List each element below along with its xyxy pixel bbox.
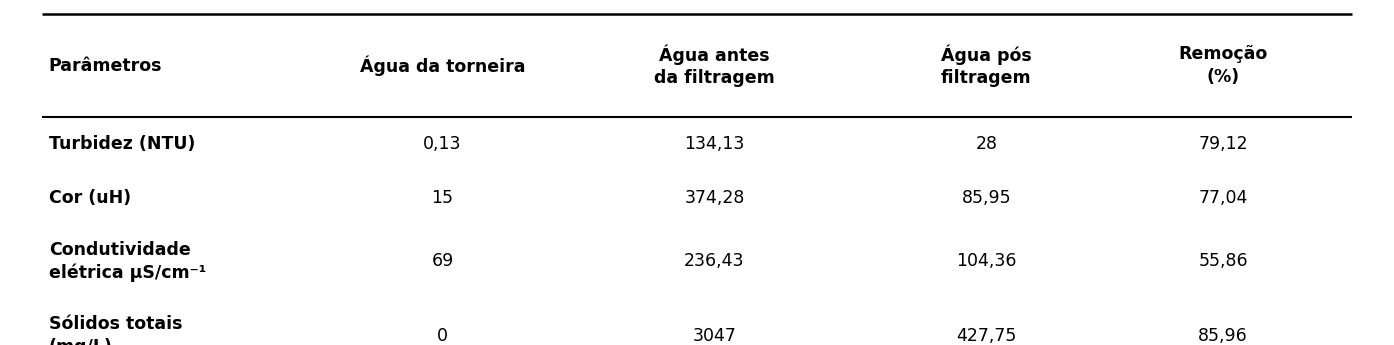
Text: 427,75: 427,75 — [956, 326, 1016, 345]
Text: 85,96: 85,96 — [1199, 326, 1248, 345]
Text: Condutividade
elétrica μS/cm⁻¹: Condutividade elétrica μS/cm⁻¹ — [49, 241, 206, 282]
Text: 134,13: 134,13 — [684, 135, 744, 153]
Text: 0: 0 — [438, 326, 447, 345]
Text: 104,36: 104,36 — [956, 252, 1016, 270]
Text: 3047: 3047 — [693, 326, 736, 345]
Text: 55,86: 55,86 — [1199, 252, 1248, 270]
Text: 85,95: 85,95 — [962, 188, 1011, 207]
Text: Água pós
filtragem: Água pós filtragem — [941, 44, 1032, 87]
Text: 0,13: 0,13 — [424, 135, 461, 153]
Text: Sólidos totais
(mg/L): Sólidos totais (mg/L) — [49, 315, 183, 345]
Text: Cor (uH): Cor (uH) — [49, 188, 131, 207]
Text: 236,43: 236,43 — [684, 252, 744, 270]
Text: 77,04: 77,04 — [1199, 188, 1248, 207]
Text: Água da torneira: Água da torneira — [360, 55, 526, 76]
Text: 28: 28 — [976, 135, 997, 153]
Text: Parâmetros: Parâmetros — [49, 57, 162, 75]
Text: 79,12: 79,12 — [1199, 135, 1248, 153]
Text: 15: 15 — [432, 188, 453, 207]
Text: 69: 69 — [432, 252, 453, 270]
Text: 374,28: 374,28 — [684, 188, 744, 207]
Text: Turbidez (NTU): Turbidez (NTU) — [49, 135, 195, 153]
Text: Água antes
da filtragem: Água antes da filtragem — [654, 44, 775, 87]
Text: Remoção
(%): Remoção (%) — [1178, 46, 1269, 86]
